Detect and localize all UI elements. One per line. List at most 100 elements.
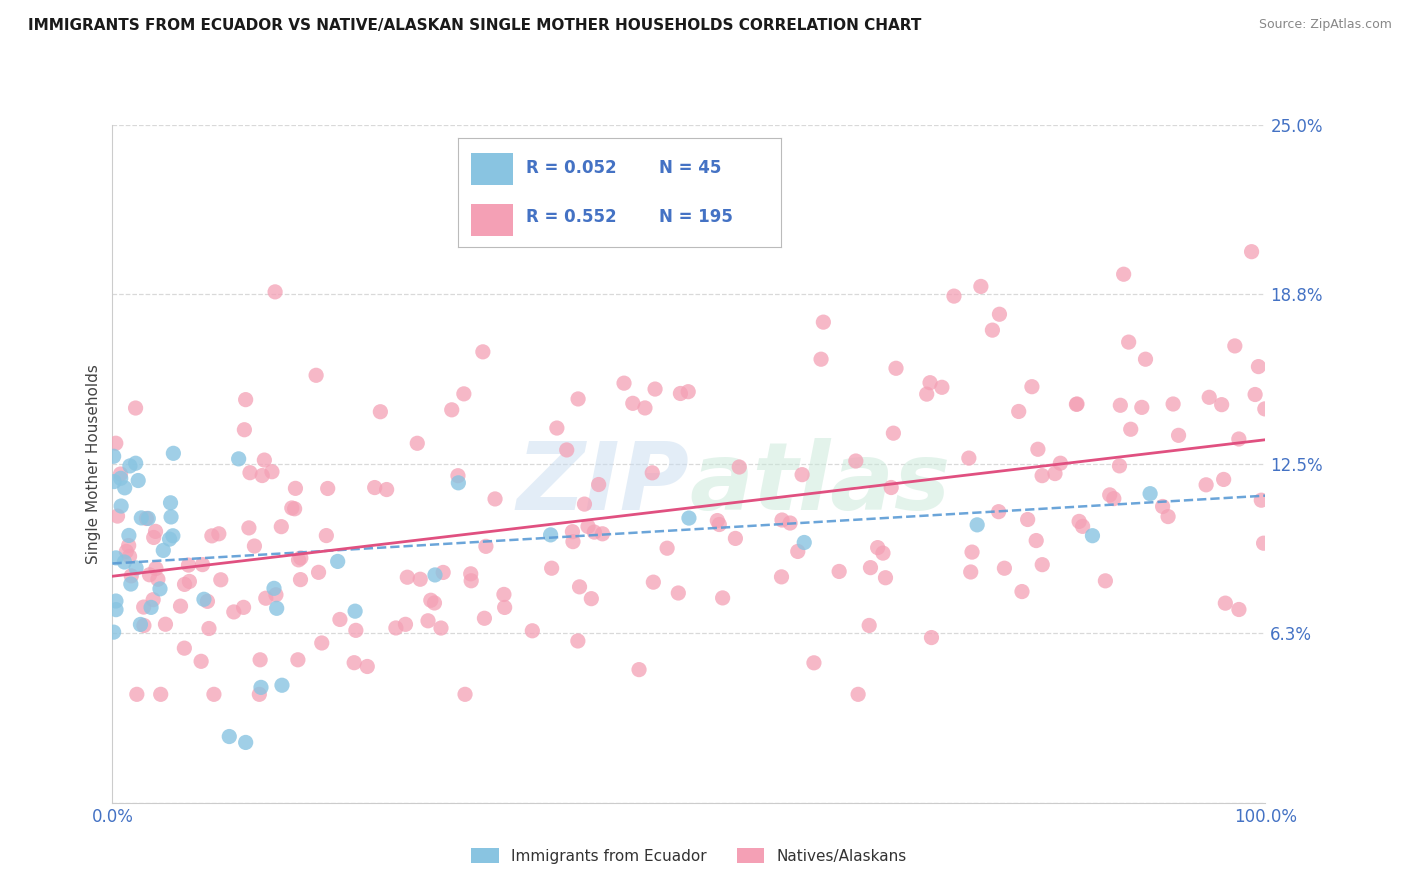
Point: [959, 565, 981, 579]
Point: [385, 621, 408, 635]
Point: [1049, 456, 1071, 470]
Point: [290, 573, 312, 587]
Point: [308, 566, 330, 580]
Point: [179, 574, 201, 589]
Point: [125, 561, 148, 575]
Point: [555, 442, 578, 457]
Text: atlas: atlas: [689, 438, 950, 530]
Point: [430, 621, 453, 635]
Point: [454, 687, 477, 701]
Point: [574, 497, 596, 511]
Point: [988, 307, 1011, 321]
Point: [561, 524, 583, 539]
Point: [943, 289, 966, 303]
Point: [315, 528, 337, 542]
Point: [343, 656, 366, 670]
Point: [484, 491, 506, 506]
Point: [655, 541, 678, 556]
Point: [208, 526, 231, 541]
Point: [676, 384, 699, 399]
Point: [621, 396, 644, 410]
Point: [254, 591, 277, 606]
Point: [198, 622, 221, 636]
Point: [884, 361, 907, 376]
Point: [197, 594, 219, 608]
Point: [159, 496, 181, 510]
Point: [1026, 442, 1049, 457]
Point: [363, 481, 385, 495]
Point: [581, 591, 603, 606]
Point: [1118, 335, 1140, 350]
Point: [1031, 558, 1053, 572]
Text: IMMIGRANTS FROM ECUADOR VS NATIVE/ALASKAN SINGLE MOTHER HOUSEHOLDS CORRELATION C: IMMIGRANTS FROM ECUADOR VS NATIVE/ALASKA…: [28, 18, 921, 33]
Point: [858, 618, 880, 632]
Point: [882, 426, 904, 441]
Point: [136, 511, 159, 525]
Point: [416, 614, 439, 628]
Point: [1108, 458, 1130, 473]
Point: [1011, 584, 1033, 599]
Point: [1161, 397, 1184, 411]
Point: [957, 451, 980, 466]
Point: [591, 526, 613, 541]
Point: [125, 687, 148, 701]
Point: [1250, 493, 1272, 508]
Point: [1102, 491, 1125, 506]
Point: [915, 387, 938, 401]
Point: [1081, 529, 1104, 543]
Point: [786, 544, 808, 558]
Point: [920, 631, 942, 645]
Point: [162, 529, 184, 543]
Point: [1031, 468, 1053, 483]
Point: [613, 376, 636, 391]
Point: [260, 465, 283, 479]
Point: [770, 513, 793, 527]
Point: [960, 545, 983, 559]
Point: [132, 600, 155, 615]
Point: [583, 525, 606, 540]
Point: [1098, 488, 1121, 502]
Point: [567, 392, 589, 406]
Point: [135, 511, 157, 525]
Point: [1130, 401, 1153, 415]
Point: [460, 566, 482, 581]
Point: [724, 532, 747, 546]
Point: [460, 574, 482, 588]
Point: [209, 573, 232, 587]
Point: [1109, 398, 1132, 412]
Point: [118, 528, 141, 542]
Point: [284, 481, 307, 495]
Point: [966, 517, 988, 532]
Point: [118, 458, 141, 473]
Point: [423, 596, 446, 610]
Point: [142, 592, 165, 607]
Point: [918, 376, 941, 390]
Point: [793, 535, 815, 549]
Point: [993, 561, 1015, 575]
Point: [124, 401, 146, 415]
Point: [270, 519, 292, 533]
Point: [104, 550, 127, 565]
Point: [162, 446, 184, 460]
Point: [138, 567, 160, 582]
Point: [779, 516, 801, 530]
Point: [1152, 500, 1174, 514]
Point: [1212, 472, 1234, 486]
Point: [104, 594, 127, 608]
Y-axis label: Single Mother Households: Single Mother Households: [86, 364, 101, 564]
Point: [233, 423, 256, 437]
Point: [875, 571, 897, 585]
Point: [311, 636, 333, 650]
Point: [666, 586, 689, 600]
Point: [132, 618, 155, 632]
Point: [1254, 401, 1277, 416]
Point: [846, 687, 869, 701]
Point: [104, 436, 127, 450]
Point: [1198, 390, 1220, 404]
Point: [218, 730, 240, 744]
Point: [145, 524, 167, 539]
Point: [344, 604, 367, 618]
Point: [474, 611, 496, 625]
Point: [423, 568, 446, 582]
Point: [931, 380, 953, 394]
